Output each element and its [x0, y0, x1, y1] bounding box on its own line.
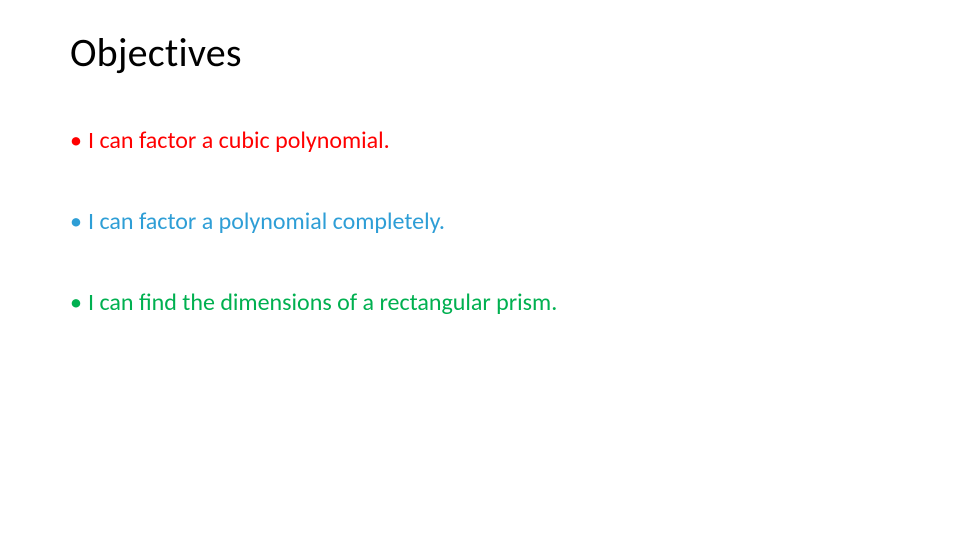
objective-item: I can factor a cubic polynomial. — [70, 127, 890, 156]
objective-item: I can find the dimensions of a rectangul… — [70, 289, 890, 318]
slide: Objectives I can factor a cubic polynomi… — [0, 0, 960, 540]
slide-title: Objectives — [70, 28, 890, 77]
objective-item: I can factor a polynomial completely. — [70, 208, 890, 237]
objectives-list: I can factor a cubic polynomial. I can f… — [70, 127, 890, 317]
